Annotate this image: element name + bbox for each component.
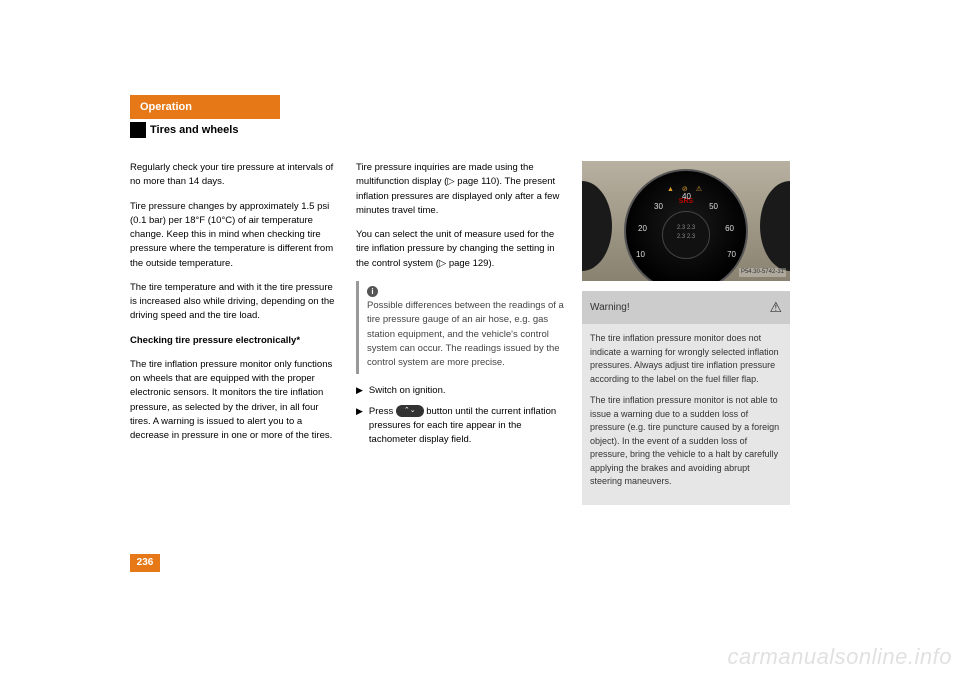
- column-3: ▲ ⊘ ⚠ SRS 10 20 30 40 50 60 70 2.3 2.3 2…: [582, 161, 790, 505]
- body-text: Regularly check your tire pressure at in…: [130, 161, 338, 190]
- gauge-dial: ▲ ⊘ ⚠ SRS 10 20 30 40 50 60 70 2.3 2.3 2…: [624, 169, 748, 281]
- body-text: You can select the unit of measure used …: [356, 228, 564, 271]
- gauge-num: 60: [725, 223, 734, 235]
- warning-text: The tire inflation pressure monitor does…: [590, 332, 782, 386]
- info-text: Possible differences between the reading…: [367, 300, 564, 368]
- warning-body: The tire inflation pressure monitor does…: [582, 324, 790, 505]
- body-text: The tire temperature and with it the tir…: [130, 281, 338, 324]
- step-arrow-icon: ▶: [356, 384, 363, 398]
- column-1: Regularly check your tire pressure at in…: [130, 161, 338, 505]
- step-text: Switch on ignition.: [369, 384, 446, 398]
- step-item: ▶ Press ⌃⌄ button until the current infl…: [356, 405, 564, 448]
- gauge-num: 40: [682, 191, 691, 203]
- gauge-num: 30: [654, 201, 663, 213]
- step-arrow-icon: ▶: [356, 405, 363, 448]
- page-number: 236: [130, 554, 160, 572]
- info-note: i Possible differences between the readi…: [356, 281, 564, 375]
- step-text-part: Press: [369, 406, 396, 417]
- section-header: Operation: [130, 95, 280, 119]
- body-text: Tire pressure changes by approximately 1…: [130, 200, 338, 271]
- warning-header: Warning! ⚠: [582, 291, 790, 324]
- watermark: carmanualsonline.info: [727, 644, 952, 670]
- warning-title: Warning!: [590, 300, 630, 315]
- step-item: ▶ Switch on ignition.: [356, 384, 564, 398]
- column-2: Tire pressure inquiries are made using t…: [356, 161, 564, 505]
- tachometer-image: ▲ ⊘ ⚠ SRS 10 20 30 40 50 60 70 2.3 2.3 2…: [582, 161, 790, 281]
- pressure-row: 2.3 2.3: [663, 224, 709, 233]
- subsection-title: Tires and wheels: [150, 121, 238, 139]
- heading: Checking tire pressure electronically*: [130, 334, 338, 348]
- info-icon: i: [367, 286, 378, 297]
- image-reference: P54.30-5742-31: [739, 268, 786, 277]
- gauge-num: 10: [636, 249, 645, 261]
- button-key-icon: ⌃⌄: [396, 405, 424, 418]
- tab-marker: [130, 122, 146, 138]
- pressure-row: 2.3 2.3: [663, 233, 709, 242]
- subsection-row: Tires and wheels: [130, 121, 830, 139]
- step-text: Press ⌃⌄ button until the current inflat…: [369, 405, 564, 448]
- gauge-center-display: 2.3 2.3 2.3 2.3: [662, 211, 710, 259]
- warning-triangle-icon: ⚠: [769, 297, 782, 318]
- body-text: Tire pressure inquiries are made using t…: [356, 161, 564, 218]
- gauge-num: 20: [638, 223, 647, 235]
- body-text: The tire inflation pressure monitor only…: [130, 358, 338, 444]
- side-gauge: [582, 181, 612, 271]
- content-columns: Regularly check your tire pressure at in…: [130, 161, 830, 505]
- gauge-num: 50: [709, 201, 718, 213]
- manual-page: Operation Tires and wheels Regularly che…: [130, 95, 830, 505]
- gauge-num: 70: [727, 249, 736, 261]
- warning-text: The tire inflation pressure monitor is n…: [590, 394, 782, 489]
- side-gauge: [760, 181, 790, 271]
